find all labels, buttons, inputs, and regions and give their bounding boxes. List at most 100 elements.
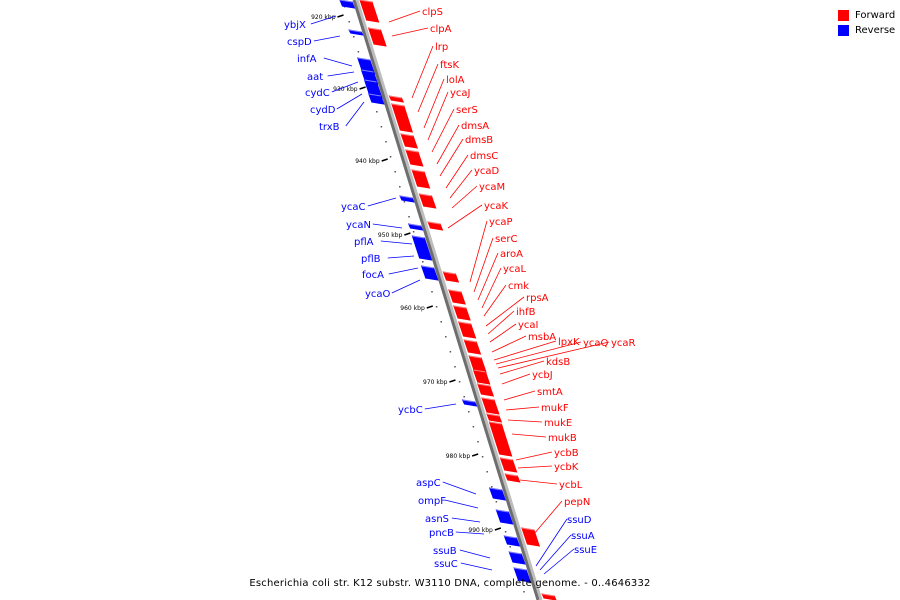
forward-gene-label: ycaP — [489, 217, 513, 228]
reverse-gene-label: ssuA — [571, 531, 595, 542]
kbp-label: 990 kbp — [468, 527, 493, 534]
forward-gene-block — [521, 527, 541, 547]
gene-highlight — [448, 289, 462, 293]
forward-gene-leader — [449, 169, 473, 199]
gene-highlight — [542, 593, 555, 597]
reverse-gene-label: infA — [297, 54, 317, 65]
gene-shape — [418, 193, 437, 209]
forward-gene-label: ycaD — [474, 166, 500, 177]
gene-highlight — [361, 69, 374, 73]
forward-gene-label: mukE — [544, 418, 572, 429]
forward-gene-block — [481, 397, 500, 415]
gene-highlight — [464, 339, 477, 343]
gene-highlight — [500, 457, 513, 461]
gene-highlight — [427, 221, 441, 225]
reverse-gene-label: pflB — [361, 254, 381, 265]
minor-tick — [399, 186, 401, 188]
forward-gene-label: ycbL — [559, 480, 583, 491]
kbp-label: 940 kbp — [355, 158, 380, 165]
reverse-gene-label: asnS — [425, 514, 449, 525]
backbone-shadow — [355, 0, 543, 600]
gene-highlight — [408, 223, 421, 227]
forward-gene-block — [367, 27, 387, 47]
forward-gene-block — [400, 133, 419, 149]
legend: Forward Reverse — [838, 8, 895, 38]
forward-gene-leader — [493, 340, 557, 361]
gene-highlight — [462, 399, 475, 403]
forward-gene-label: cmk — [508, 281, 529, 292]
minor-tick — [376, 111, 378, 113]
forward-gene-block — [448, 289, 466, 305]
forward-gene-block — [477, 383, 495, 397]
forward-gene-label: ftsK — [440, 60, 459, 71]
forward-gene-leader — [487, 310, 515, 335]
kbp-tick — [359, 86, 366, 90]
gene-highlight — [339, 0, 353, 3]
reverse-gene-leader — [367, 197, 397, 207]
legend-reverse: Reverse — [838, 23, 895, 38]
minor-tick — [477, 441, 479, 443]
reverse-gene-label: ssuD — [567, 515, 592, 526]
reverse-gene-leader — [543, 548, 575, 575]
kbp-tick — [404, 232, 411, 236]
minor-tick — [440, 321, 442, 323]
forward-gene-leader — [533, 500, 563, 535]
reverse-gene-label: ssuE — [574, 545, 597, 556]
kbp-tick — [449, 379, 456, 383]
forward-gene-leader — [445, 154, 469, 189]
reverse-gene-block — [411, 235, 433, 261]
kbp-label: 950 kbp — [378, 232, 403, 239]
forward-gene-leader — [417, 63, 439, 113]
kbp-label: 960 kbp — [400, 305, 425, 312]
forward-gene-block — [391, 103, 414, 133]
forward-gene-leader — [427, 91, 449, 141]
forward-gene-leader — [431, 108, 455, 153]
gene-highlight — [357, 57, 370, 61]
minor-tick — [463, 396, 465, 398]
minor-tick — [481, 456, 484, 458]
reverse-gene-label: cspD — [287, 37, 312, 48]
gene-highlight — [458, 321, 471, 325]
forward-gene-label: dmsA — [461, 121, 489, 132]
reverse-gene-label: ybjX — [284, 20, 306, 31]
kbp-tick — [426, 305, 433, 309]
forward-gene-label: serS — [456, 105, 478, 116]
forward-gene-leader — [469, 220, 488, 283]
minor-tick — [403, 201, 406, 203]
reverse-gene-label: cydD — [310, 105, 336, 116]
reverse-gene-label: ycaC — [341, 202, 366, 213]
forward-gene-block — [499, 457, 518, 473]
minor-tick — [422, 261, 424, 263]
forward-gene-block — [442, 271, 460, 283]
forward-gene-leader — [497, 341, 610, 369]
forward-gene-block — [458, 321, 477, 339]
forward-gene-label: kdsB — [546, 357, 570, 368]
reverse-gene-leader — [451, 517, 481, 523]
reverse-gene-block — [368, 93, 385, 105]
forward-swatch — [838, 10, 849, 21]
reverse-gene-leader — [388, 267, 419, 275]
kbp-label: 970 kbp — [423, 379, 448, 386]
reverse-gene-leader — [380, 240, 413, 245]
forward-gene-label: lpxK — [558, 337, 580, 348]
gene-highlight — [419, 193, 432, 197]
gene-shape — [463, 339, 482, 355]
reverse-gene-label: ssuB — [433, 546, 457, 557]
forward-gene-leader — [517, 465, 553, 469]
forward-gene-block — [411, 169, 431, 189]
forward-gene-leader — [447, 204, 483, 229]
forward-gene-label: ycaM — [479, 182, 505, 193]
gene-highlight — [368, 93, 381, 97]
forward-gene-label: lolA — [446, 75, 465, 86]
forward-gene-label: rpsA — [526, 293, 549, 304]
gene-highlight — [389, 95, 402, 99]
genome-caption: Escherichia coli str. K12 substr. W3110 … — [249, 578, 651, 589]
kbp-tick — [337, 14, 344, 18]
gene-highlight — [521, 527, 535, 531]
minor-tick — [380, 126, 383, 128]
forward-gene-leader — [495, 341, 582, 365]
gene-highlight — [473, 369, 486, 373]
gene-highlight — [486, 413, 500, 417]
gene-highlight — [349, 29, 362, 33]
